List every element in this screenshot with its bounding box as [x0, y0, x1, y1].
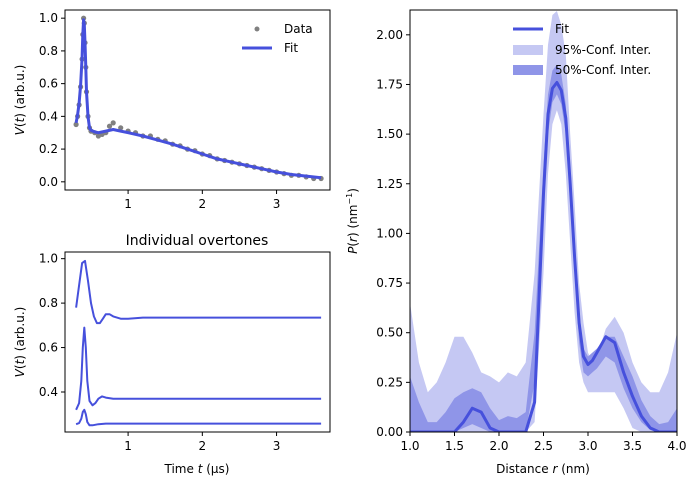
panel-overtones: Individual overtones 1 2 3 0.4 0.6 0.8 1.0 V(t…	[13, 233, 331, 476]
legend-label: Fit	[555, 22, 569, 36]
x-tick-label: 3.0	[578, 439, 597, 453]
x-tick-label: 2.0	[489, 439, 508, 453]
x-tick-label: 1.0	[400, 439, 419, 453]
y-tick-label: 1.0	[39, 11, 58, 25]
x-tick-label: 2.5	[534, 439, 553, 453]
y-tick-label: 0.6	[39, 77, 58, 91]
legend-swatch-band	[513, 65, 543, 75]
x-tick-label: 2	[199, 197, 207, 211]
x-tick-label: 4.0	[667, 439, 686, 453]
panel-overtones-frame	[64, 251, 331, 433]
x-tick-label: 1	[124, 439, 132, 453]
panel-data-fit: 1 2 3 0.0 0.2 0.4 0.6 0.8 1.0 V(t) (arb.u.) Data…	[13, 9, 331, 211]
legend-swatch-data	[254, 26, 260, 32]
y-tick-label: 0.0	[39, 175, 58, 189]
data-point	[118, 125, 124, 131]
y-tick-label: 0.00	[376, 425, 403, 439]
data-point	[110, 120, 116, 126]
legend-swatch-band	[513, 45, 543, 55]
y-tick-label: 0.8	[39, 296, 58, 310]
y-tick-label: 0.4	[39, 385, 58, 399]
panel-distance-xlabel: Distance r (nm)	[496, 462, 590, 476]
panel-distance-ylabel: P(r) (nm−1)	[345, 188, 360, 254]
y-tick-label: 0.25	[376, 375, 403, 389]
panel-overtones-title: Individual overtones	[126, 233, 269, 249]
y-tick-label: 1.75	[376, 77, 403, 91]
panel-overtones-ylabel: V(t) (arb.u.)	[13, 307, 27, 378]
y-tick-label: 2.00	[376, 28, 403, 42]
y-tick-label: 0.75	[376, 276, 403, 290]
panel-overtones-ticks: 1 2 3 0.4 0.6 0.8 1.0	[39, 252, 280, 453]
panel-data-fit-ticks: 1 2 3 0.0 0.2 0.4 0.6 0.8 1.0	[39, 11, 280, 211]
panel-distance-ticks: 1.0 1.5 2.0 2.5 3.0 3.5 4.0 0.00 0.25 0.50 0.75 1.0…	[376, 28, 686, 453]
legend-label: 50%-Conf. Inter.	[555, 63, 651, 77]
x-tick-label: 1.5	[445, 439, 464, 453]
y-tick-label: 0.4	[39, 109, 58, 123]
overtone-line-3	[75, 408, 322, 427]
data-point	[73, 121, 79, 128]
y-tick-label: 1.00	[376, 226, 403, 240]
panel-overtones-plot	[75, 259, 322, 427]
panel-distance-plot	[410, 11, 677, 432]
panel-data-fit-legend: Data Fit	[242, 22, 313, 55]
x-tick-label: 1	[124, 197, 132, 211]
x-tick-label: 3.5	[623, 439, 642, 453]
panel-distance: 1.0 1.5 2.0 2.5 3.0 3.5 4.0 0.00 0.25 0.50 0.75 1.0…	[345, 9, 687, 476]
y-tick-label: 0.8	[39, 44, 58, 58]
legend-label: 95%-Conf. Inter.	[555, 43, 651, 57]
panel-data-fit-frame	[64, 9, 331, 191]
y-tick-label: 0.6	[39, 341, 58, 355]
y-tick-label: 0.50	[376, 326, 403, 340]
y-tick-label: 1.50	[376, 127, 403, 141]
panel-distance-legend: Fit 95%-Conf. Inter. 50%-Conf. Inter.	[513, 22, 651, 77]
y-tick-label: 1.0	[39, 252, 58, 266]
y-tick-label: 0.2	[39, 142, 58, 156]
panel-overtones-xlabel: Time t (µs)	[164, 462, 230, 476]
overtone-line-2	[75, 326, 322, 411]
x-tick-label: 3	[273, 439, 281, 453]
x-tick-label: 3	[273, 197, 281, 211]
panel-data-fit-plot	[73, 15, 324, 182]
legend-label: Fit	[284, 41, 298, 55]
overtone-line-1	[75, 259, 322, 325]
distribution-fit-line	[410, 81, 677, 432]
fit-line	[74, 18, 322, 180]
y-tick-label: 1.25	[376, 177, 403, 191]
data-point	[106, 123, 113, 129]
x-tick-label: 2	[199, 439, 207, 453]
panel-data-fit-ylabel: V(t) (arb.u.)	[13, 65, 27, 136]
legend-label: Data	[284, 22, 313, 36]
